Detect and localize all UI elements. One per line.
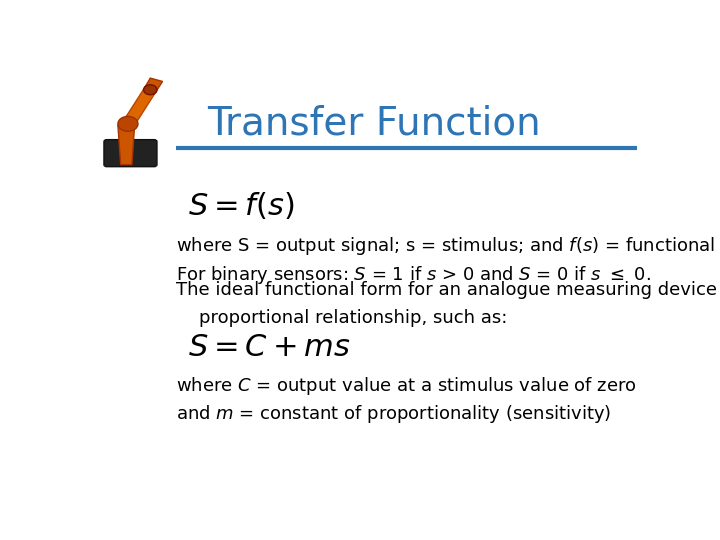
Polygon shape: [121, 87, 156, 125]
FancyBboxPatch shape: [104, 140, 157, 167]
Text: and $m$ = constant of proportionality (sensitivity): and $m$ = constant of proportionality (s…: [176, 403, 612, 425]
Circle shape: [118, 116, 138, 131]
Text: where S = output signal; s = stimulus; and $f(s)$ = functional relationship: where S = output signal; s = stimulus; a…: [176, 235, 720, 257]
Text: where $C$ = output value at a stimulus value of zero: where $C$ = output value at a stimulus v…: [176, 375, 637, 396]
Text: proportional relationship, such as:: proportional relationship, such as:: [176, 309, 508, 327]
Text: For binary sensors: $S$ = 1 if $s$ > 0 and $S$ = 0 if $s$ $\leq$ 0.: For binary sensors: $S$ = 1 if $s$ > 0 a…: [176, 264, 652, 286]
Text: The ideal functional form for an analogue measuring device is a simple: The ideal functional form for an analogu…: [176, 281, 720, 299]
Text: Transfer Function: Transfer Function: [207, 104, 541, 143]
Polygon shape: [118, 125, 135, 165]
Polygon shape: [145, 78, 163, 92]
Text: $S = C + ms$: $S = C + ms$: [188, 333, 350, 362]
Circle shape: [143, 85, 157, 94]
Text: $S = f(s)$: $S = f(s)$: [188, 190, 294, 220]
